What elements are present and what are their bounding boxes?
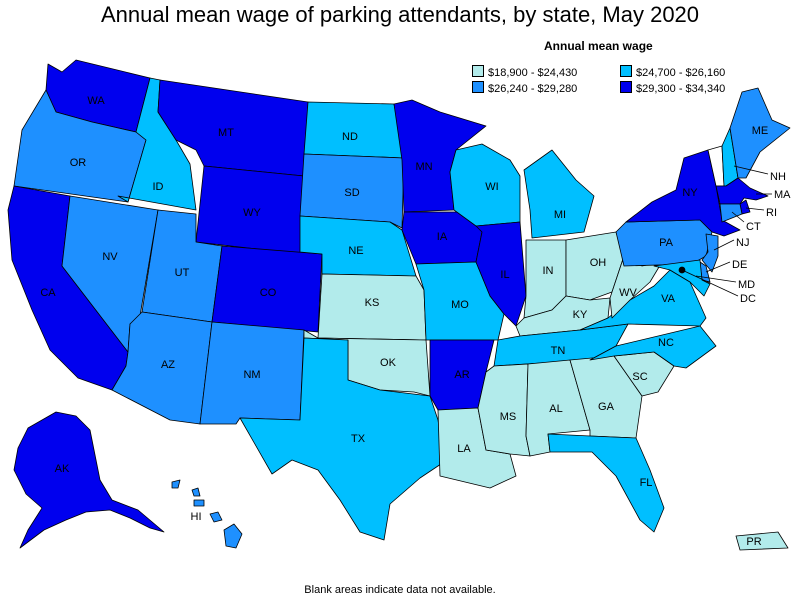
state-label-NC: NC <box>658 337 674 349</box>
state-label-CO: CO <box>260 287 277 299</box>
leader-line-CT <box>731 211 745 223</box>
legend-swatch <box>472 81 484 93</box>
state-IL[interactable] <box>475 221 527 327</box>
state-label-PA: PA <box>659 237 674 249</box>
state-label-IA: IA <box>437 231 448 243</box>
state-label-CT: CT <box>746 221 761 233</box>
leader-line-NH <box>733 165 769 175</box>
leader-line-DE <box>705 261 731 273</box>
legend-swatch <box>620 81 632 93</box>
legend-label: $26,240 - $29,280 <box>488 83 578 95</box>
legend-item-bin3: $26,240 - $29,280 <box>472 81 577 95</box>
leader-line-NJ <box>713 239 735 251</box>
state-label-IL: IL <box>500 269 509 281</box>
footnote: Blank areas indicate data not available. <box>304 584 496 596</box>
state-NC[interactable] <box>589 325 717 369</box>
state-label-NE: NE <box>348 245 363 257</box>
state-label-MT: MT <box>218 127 234 139</box>
state-label-MI: MI <box>554 209 566 221</box>
state-NY[interactable] <box>625 149 741 237</box>
state-label-SC: SC <box>632 371 647 383</box>
state-label-OH: OH <box>590 257 607 269</box>
legend-title: Annual mean wage <box>544 39 653 53</box>
state-label-UT: UT <box>175 267 190 279</box>
state-label-LA: LA <box>457 443 471 455</box>
state-HI[interactable] <box>191 487 201 497</box>
state-label-AR: AR <box>454 369 469 381</box>
state-HI-group <box>171 479 243 549</box>
state-NJ[interactable] <box>701 233 719 273</box>
state-label-FL: FL <box>640 477 653 489</box>
state-label-SD: SD <box>344 187 359 199</box>
state-label-WI: WI <box>485 181 498 193</box>
state-label-TN: TN <box>551 345 566 357</box>
state-MS[interactable] <box>477 363 531 457</box>
state-label-ND: ND <box>342 131 358 143</box>
state-HI[interactable] <box>223 523 243 549</box>
state-label-NY: NY <box>682 187 698 199</box>
state-label-AL: AL <box>549 403 562 415</box>
state-label-AZ: AZ <box>161 359 175 371</box>
state-FL[interactable] <box>547 433 665 533</box>
legend-item-bin4: $29,300 - $34,340 <box>620 81 725 95</box>
state-label-HI: HI <box>191 511 202 523</box>
state-label-MS: MS <box>500 411 517 423</box>
state-label-OR: OR <box>70 157 87 169</box>
state-HI[interactable] <box>171 479 181 489</box>
state-label-MN: MN <box>415 161 432 173</box>
legend-item-bin1: $18,900 - $24,430 <box>472 65 577 79</box>
legend-item-bin2: $24,700 - $26,160 <box>620 65 725 79</box>
state-label-KS: KS <box>365 297 380 309</box>
state-label-MO: MO <box>451 299 469 311</box>
state-TX[interactable] <box>239 337 445 541</box>
state-label-DC: DC <box>740 293 756 305</box>
legend-swatch <box>472 65 484 77</box>
state-label-CA: CA <box>40 287 56 299</box>
state-HI[interactable] <box>193 499 205 507</box>
leader-line-RI <box>745 207 765 211</box>
legend-label: $18,900 - $24,430 <box>488 67 578 79</box>
state-label-MD: MD <box>738 279 755 291</box>
state-MD[interactable] <box>653 259 711 297</box>
legend-swatch <box>620 65 632 77</box>
state-label-NJ: NJ <box>736 237 749 249</box>
state-CT[interactable] <box>719 203 743 223</box>
state-SD[interactable] <box>299 153 405 229</box>
leader-line-MD <box>695 275 737 283</box>
state-VA[interactable] <box>579 269 707 331</box>
state-label-NH: NH <box>770 171 786 183</box>
state-label-IN: IN <box>543 265 554 277</box>
state-label-MA: MA <box>774 189 791 201</box>
state-MI[interactable] <box>523 149 595 239</box>
state-label-AK: AK <box>55 463 70 475</box>
state-label-ME: ME <box>752 125 769 137</box>
legend-label: $29,300 - $34,340 <box>636 83 726 95</box>
legend-label: $24,700 - $26,160 <box>636 67 726 79</box>
state-label-DE: DE <box>732 259 747 271</box>
state-label-OK: OK <box>380 357 397 369</box>
state-label-VA: VA <box>661 293 676 305</box>
state-label-WA: WA <box>87 95 105 107</box>
state-HI[interactable] <box>209 511 223 523</box>
state-ND[interactable] <box>303 101 405 159</box>
state-label-NM: NM <box>243 369 260 381</box>
map-title: Annual mean wage of parking attendants, … <box>100 2 700 27</box>
state-label-GA: GA <box>598 401 615 413</box>
state-label-NV: NV <box>102 251 118 263</box>
state-label-RI: RI <box>766 207 777 219</box>
state-label-WY: WY <box>243 207 261 219</box>
state-PR[interactable] <box>735 531 789 551</box>
state-AK[interactable] <box>13 411 165 549</box>
state-label-PR: PR <box>746 536 761 548</box>
state-label-WV: WV <box>619 287 637 299</box>
state-label-ID: ID <box>153 181 164 193</box>
leader-line-DC <box>681 269 739 297</box>
state-ME[interactable] <box>729 87 791 179</box>
state-label-KY: KY <box>573 309 588 321</box>
state-label-TX: TX <box>351 433 366 445</box>
